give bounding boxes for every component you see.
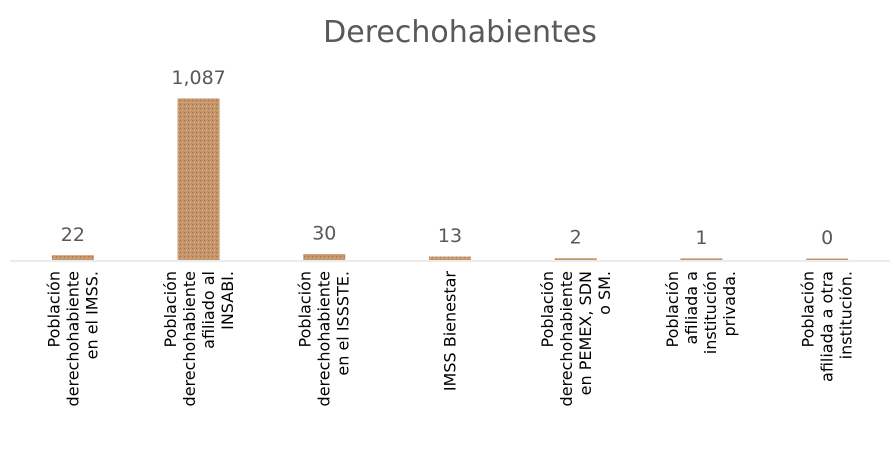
x-tick-label: Población derechohabiente en el IMSS.	[44, 271, 102, 407]
data-label: 2	[570, 227, 582, 249]
bar-texture	[429, 256, 471, 260]
data-label: 13	[438, 225, 462, 247]
bar-texture	[806, 258, 849, 260]
data-label: 1	[695, 227, 707, 249]
chart-title: Derechohabientes	[323, 15, 597, 50]
data-label: 22	[61, 224, 85, 246]
x-tick-label: Población afiliada a institución privada…	[663, 271, 740, 355]
bar-texture	[303, 254, 346, 260]
data-label: 30	[312, 223, 336, 245]
x-tick-label: IMSS Bienestar	[440, 271, 460, 392]
bar-texture	[680, 258, 723, 260]
x-tick-label: Población derechohabiente en PEMEX, SDN …	[537, 271, 614, 407]
x-tick-label: Población derechohabiente afiliado al IN…	[160, 271, 237, 407]
x-tick-label: Población derechohabiente en el ISSSTE.	[295, 271, 353, 407]
bar-texture	[177, 98, 220, 260]
data-label: 0	[821, 227, 833, 249]
bar-texture	[51, 255, 94, 260]
data-label: 1,087	[171, 67, 225, 89]
bar-texture	[554, 258, 597, 260]
x-tick-label: Población afiliada a otra institución.	[798, 271, 856, 382]
